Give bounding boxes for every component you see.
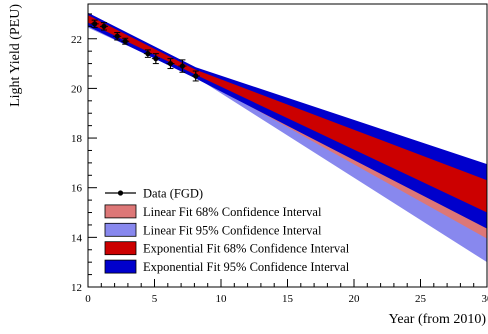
- data-point: [122, 38, 128, 44]
- y-tick-label: 12: [71, 282, 82, 294]
- legend-label: Data (FGD): [143, 187, 203, 201]
- data-point: [101, 23, 107, 29]
- data-points: [90, 19, 200, 82]
- x-tick-label: 0: [85, 293, 91, 305]
- x-tick-label: 15: [282, 293, 294, 305]
- y-axis-label: Light Yield (PEU): [8, 4, 23, 107]
- x-tick-label: 10: [216, 293, 228, 305]
- legend-label: Linear Fit 95% Confidence Interval: [143, 223, 322, 237]
- legend-swatch: [104, 204, 137, 219]
- data-point: [179, 63, 186, 69]
- x-axis-label: Year (from 2010): [389, 312, 487, 327]
- y-tick-label: 20: [71, 83, 83, 95]
- x-tick-label: 25: [415, 293, 427, 305]
- x-tick-label: 5: [152, 293, 158, 305]
- data-point: [167, 60, 174, 67]
- legend-swatch: [104, 241, 137, 256]
- legend-swatch: [104, 222, 137, 237]
- data-point: [145, 51, 151, 57]
- data-point: [92, 21, 98, 27]
- data-point: [153, 56, 159, 62]
- legend-label: Linear Fit 68% Confidence Interval: [143, 205, 322, 219]
- legend-swatch: [104, 259, 137, 274]
- x-tick-label: 30: [482, 293, 488, 305]
- data-point: [193, 73, 199, 79]
- y-tick-label: 18: [71, 133, 83, 145]
- legend-marker-point: [117, 190, 124, 196]
- legend: Data (FGD) Linear Fit 68% Confidence Inte…: [104, 187, 350, 274]
- y-tick-label: 16: [71, 183, 83, 195]
- x-tick-label: 20: [349, 293, 361, 305]
- legend-label: Exponential Fit 95% Confidence Interval: [143, 260, 350, 274]
- legend-label: Exponential Fit 68% Confidence Interval: [143, 242, 350, 256]
- y-tick-label: 22: [71, 34, 82, 46]
- axis-ticks: 0 5 10 15 20 25 30 12 14 16 18 20 22: [71, 13, 488, 305]
- y-tick-label: 14: [71, 232, 83, 244]
- band-exponential-fit-68-confidence-interval: [88, 15, 487, 213]
- data-point: [114, 33, 120, 39]
